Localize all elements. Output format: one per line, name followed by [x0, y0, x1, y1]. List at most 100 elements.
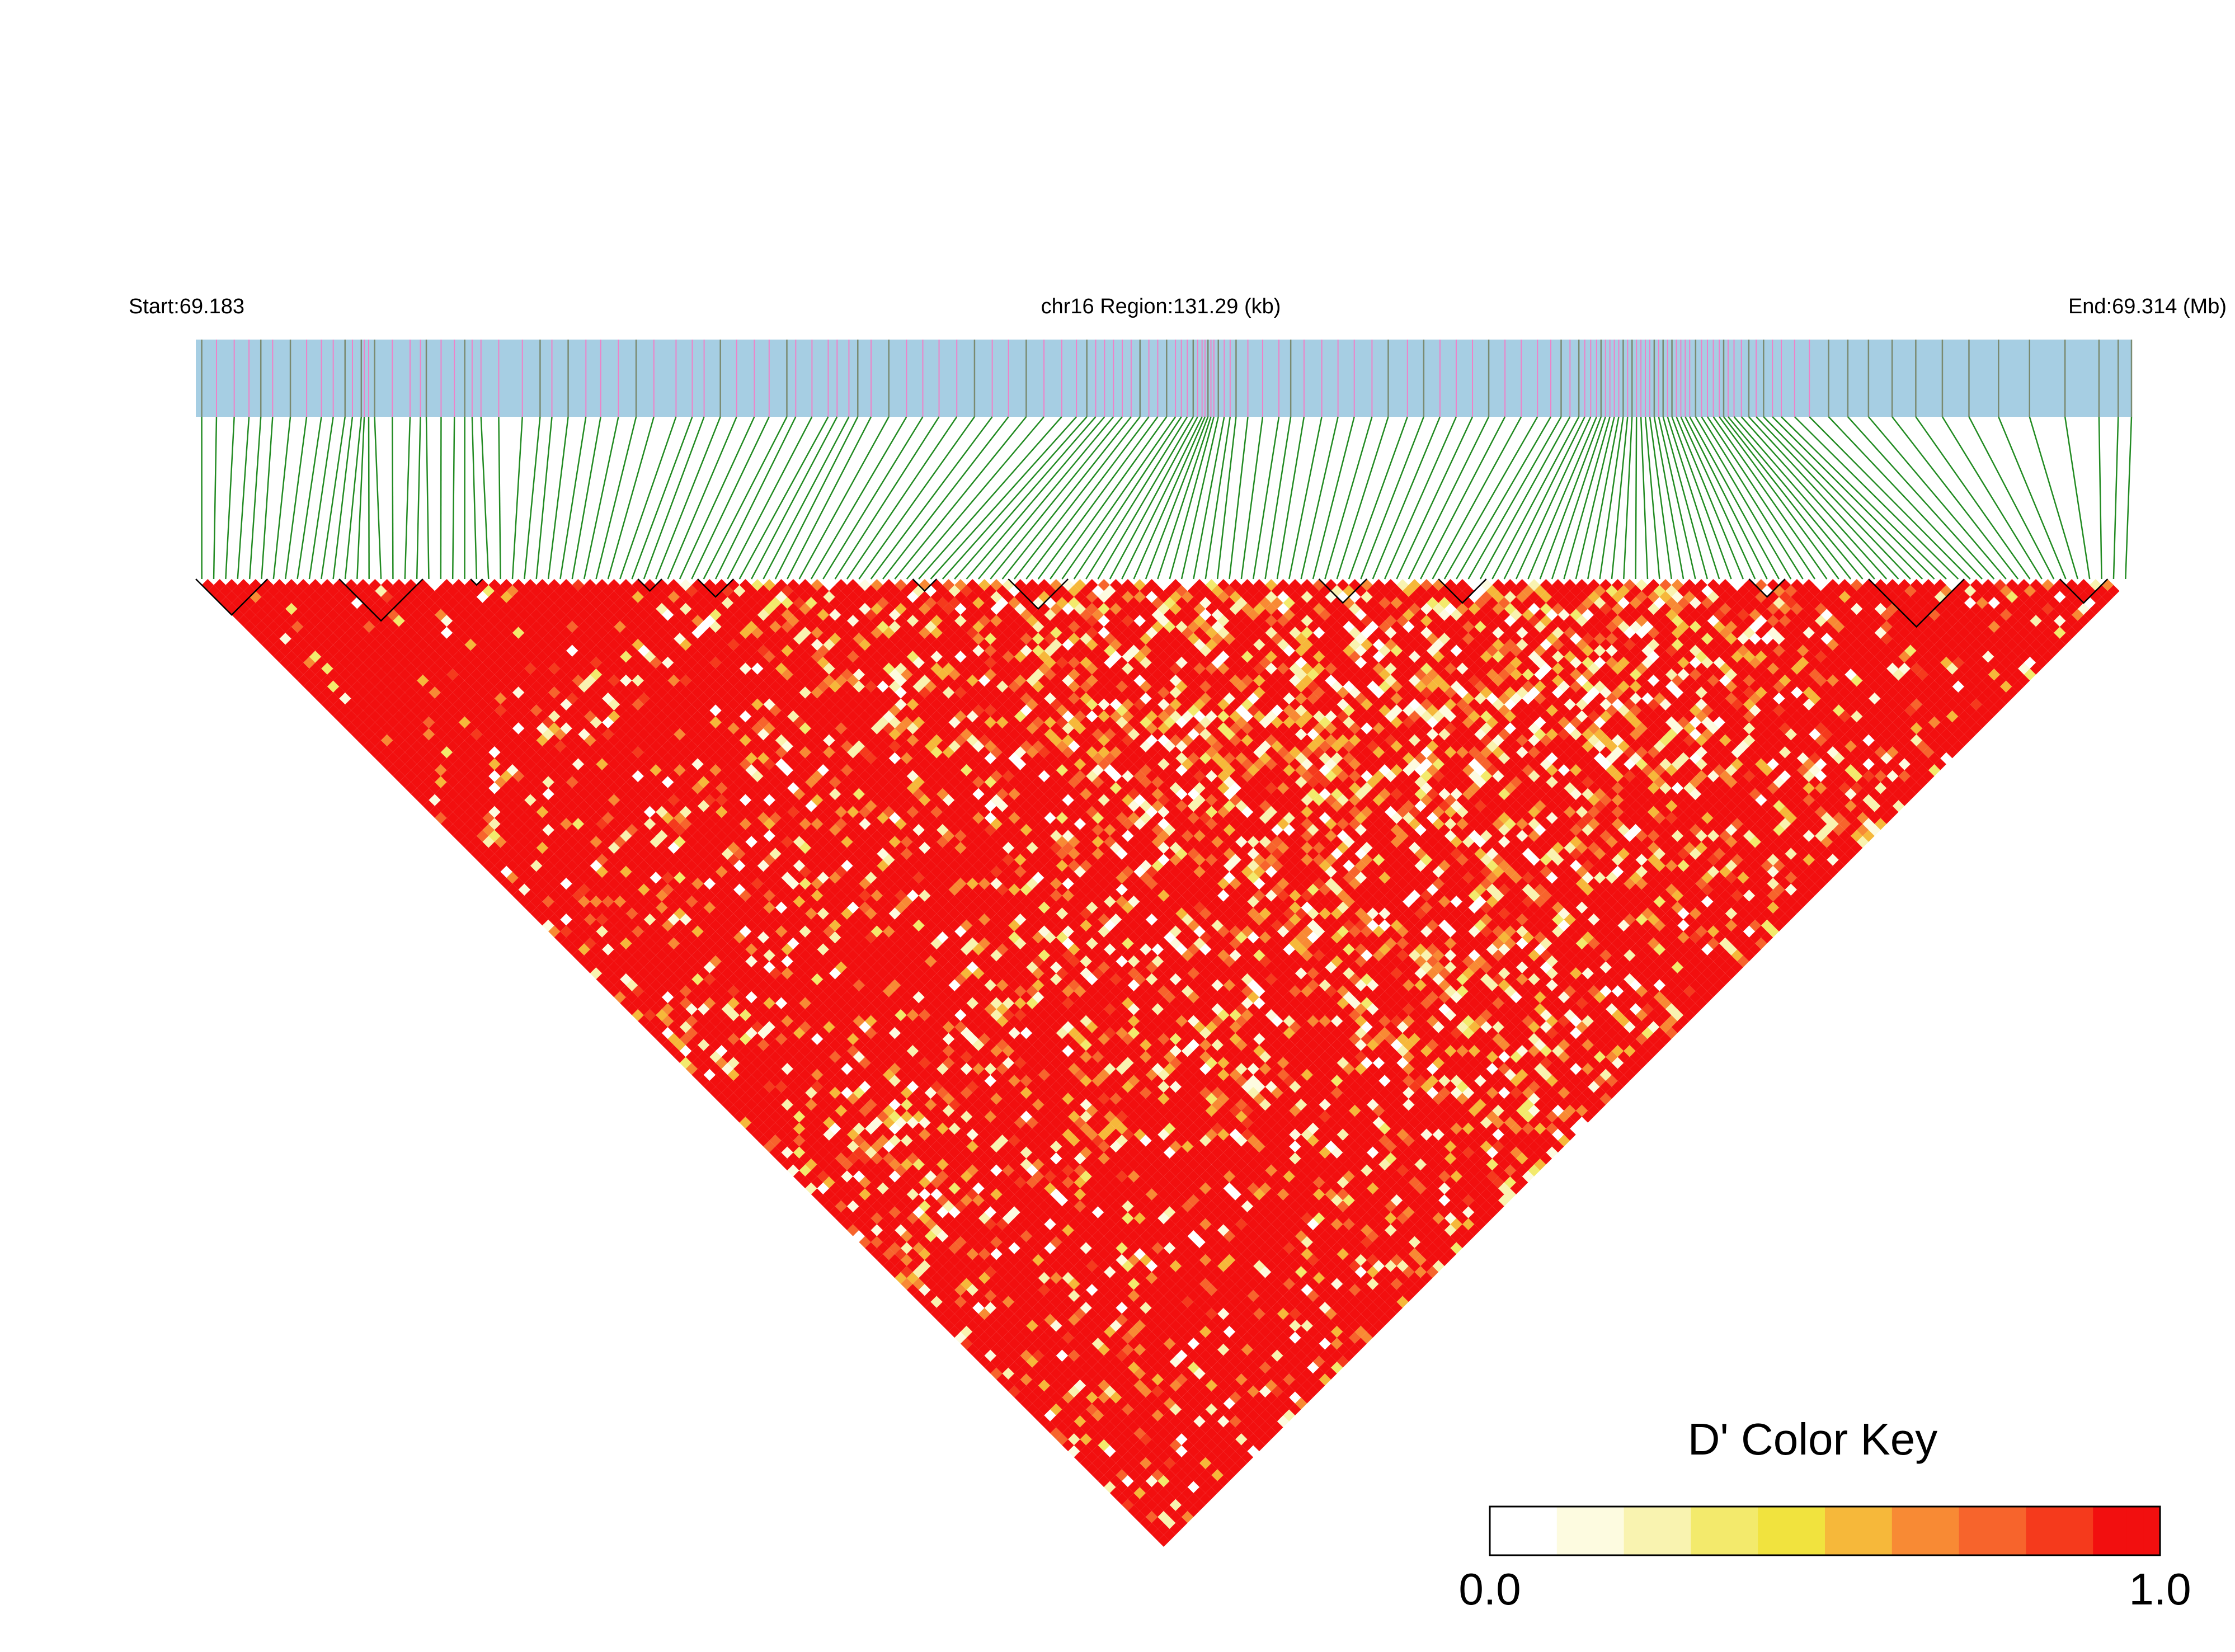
ld-cell [895, 1200, 907, 1212]
ld-cell [978, 1343, 991, 1356]
ld-cell [691, 997, 704, 1009]
ld-cell [315, 620, 327, 633]
ld-cell [1122, 1463, 1134, 1475]
ld-cell [464, 806, 477, 818]
ld-cell [763, 1128, 775, 1141]
snp-connector [535, 416, 553, 580]
ld-cell [494, 848, 507, 860]
ld-cell [888, 1254, 901, 1267]
snp-connector [1360, 416, 1425, 580]
ld-cell [1133, 1451, 1146, 1463]
ld-cell [435, 788, 447, 801]
ld-cell [1074, 1403, 1086, 1416]
ld-cell [1182, 1487, 1194, 1499]
ld-cell [602, 979, 614, 991]
ld-cell [853, 1218, 865, 1231]
ld-cell [201, 579, 214, 591]
ld-cell [1050, 1415, 1062, 1428]
snp-connector [1384, 416, 1457, 580]
ld-cell [261, 638, 274, 651]
ld-cell [321, 662, 333, 675]
ld-cell [817, 1158, 829, 1171]
snp-connector [1701, 416, 1804, 580]
ld-cell [799, 1152, 811, 1165]
ld-cell [590, 931, 603, 944]
ld-cell [578, 883, 590, 896]
ld-cell [805, 1170, 817, 1183]
ld-cell [996, 1314, 1009, 1326]
snp-connector [1109, 416, 1198, 580]
ld-cell [901, 1206, 913, 1218]
ld-cell [351, 704, 364, 717]
snp-connector [894, 416, 1027, 580]
ld-cell [536, 901, 549, 914]
ld-cell [829, 1194, 841, 1207]
ld-cell [871, 1224, 883, 1236]
ld-cell [518, 848, 531, 860]
ld-cell [470, 776, 483, 788]
snp-connector [1408, 416, 1490, 580]
ld-cell [990, 1307, 1003, 1320]
ld-cell [297, 615, 309, 627]
snp-connector [1695, 416, 1792, 580]
ld-cell [327, 644, 340, 657]
ld-cell [542, 895, 554, 908]
ld-cell [375, 728, 387, 741]
ld-cell [363, 656, 375, 669]
region-title: chr16 Region:131.29 (kb) [1041, 295, 1281, 318]
ld-cell [739, 1033, 752, 1045]
ld-cell [1127, 1445, 1140, 1457]
ld-cell [1151, 1469, 1164, 1481]
ld-cell [404, 710, 417, 723]
ld-cell [937, 1266, 949, 1278]
ld-cell [548, 914, 561, 926]
ld-cell [393, 698, 405, 710]
ld-cell [1008, 1325, 1020, 1338]
snp-connector [595, 416, 637, 580]
snp-connector [1180, 416, 1219, 580]
snp-connector [1662, 416, 1708, 580]
snp-connector [1264, 416, 1292, 580]
ld-cell [1080, 1409, 1092, 1422]
ld-cell [793, 1086, 806, 1099]
ld-cell [763, 1117, 775, 1129]
ld-cell [291, 669, 304, 681]
ld-cell [482, 836, 495, 848]
ld-cell [841, 1218, 853, 1231]
ld-cell [363, 669, 375, 681]
ld-cell [542, 919, 554, 932]
ld-cell [984, 1325, 996, 1338]
ld-cell [482, 859, 495, 872]
snp-connector [1740, 416, 1888, 580]
snp-connector [787, 416, 872, 580]
snp-connector [374, 416, 382, 580]
ld-cell [309, 591, 322, 603]
ld-cell [321, 686, 333, 699]
ld-cell [399, 764, 411, 776]
ld-cell [1145, 1475, 1158, 1488]
ld-cell [1122, 1415, 1134, 1428]
ld-cell [297, 662, 309, 675]
snp-connector [1443, 416, 1538, 580]
ld-cell [1008, 1373, 1020, 1386]
ld-cell [960, 1338, 973, 1350]
ld-cell [871, 1200, 883, 1212]
ld-cell [476, 841, 489, 854]
snp-connector [1867, 416, 2007, 580]
ld-cell [1026, 1367, 1038, 1380]
ld-cell [453, 734, 465, 747]
ld-cell [954, 1296, 967, 1308]
ld-cell [315, 692, 327, 705]
ld-cell [895, 1212, 907, 1225]
snp-connector [1050, 416, 1168, 580]
ld-cell [566, 943, 578, 956]
ld-cell [530, 895, 543, 908]
snp-connector [1671, 416, 1732, 580]
ld-cell [1104, 1409, 1116, 1422]
ld-cell [279, 656, 291, 669]
snp-connector [1998, 416, 2067, 580]
ld-cell [404, 758, 417, 770]
ld-cell [966, 1307, 978, 1320]
ld-cell [369, 734, 382, 747]
